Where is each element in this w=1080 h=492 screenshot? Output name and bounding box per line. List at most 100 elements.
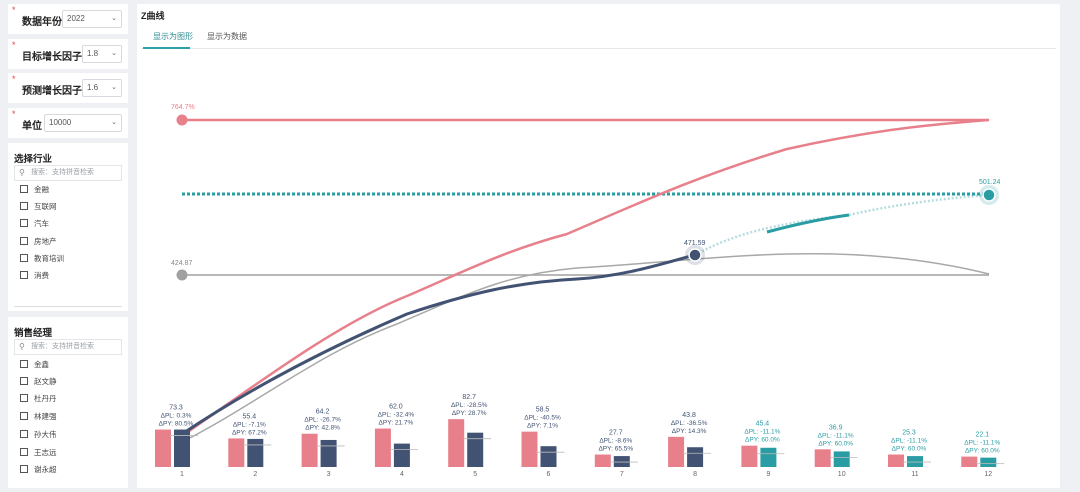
bar-value-label: 36.9 — [829, 424, 843, 431]
actual-bar — [467, 432, 484, 467]
active-tab-indicator — [143, 47, 190, 49]
unit-select[interactable]: 10000 ⌄ — [44, 114, 122, 132]
manager-option[interactable]: 杜丹丹 — [20, 393, 57, 405]
bar-dpy-label: ΔPY: 14.3% — [672, 428, 707, 435]
checkbox[interactable] — [20, 465, 28, 474]
industry-title: 选择行业 — [14, 154, 53, 165]
actual-bar — [247, 438, 264, 467]
target-bar — [521, 431, 538, 467]
bar-dpy-label: ΔPY: 42.8% — [305, 425, 340, 432]
bar-dpl-label: ΔPL: -28.5% — [451, 402, 488, 409]
checkbox[interactable] — [20, 254, 28, 263]
bar-dpl-label: ΔPL: -11.1% — [964, 440, 1000, 447]
unit-select-value: 10000 — [49, 118, 72, 127]
bar-value-label: 22.1 — [975, 432, 989, 439]
checkbox[interactable] — [20, 185, 28, 194]
forecast-bar — [833, 451, 850, 467]
industry-option[interactable]: 消费 — [20, 270, 49, 282]
checkbox[interactable] — [20, 430, 28, 439]
forecast-bar — [980, 457, 997, 467]
bar-dpl-label: ΔPL: -11.1% — [818, 432, 854, 439]
manager-panel: 销售经理 ⚲ 搜索：支持拼音检索 金鑫 赵文静 杜丹丹 林建强 孙大伟 王志远 … — [8, 317, 128, 488]
industry-option[interactable]: 金融 — [20, 184, 49, 196]
checkbox[interactable] — [20, 202, 28, 211]
target-bar — [448, 419, 465, 467]
x-tick-label: 6 — [547, 471, 551, 478]
checkbox[interactable] — [20, 360, 28, 369]
x-tick-label: 1 — [180, 471, 184, 478]
bar-value-label: 62.0 — [389, 404, 403, 411]
checkbox[interactable] — [20, 377, 28, 386]
year-select[interactable]: 2022 ⌄ — [62, 10, 122, 28]
industry-option[interactable]: 教育培训 — [20, 253, 64, 265]
chevron-down-icon: ⌄ — [111, 50, 117, 57]
manager-title: 销售经理 — [14, 328, 53, 339]
manager-option[interactable]: 赵文静 — [20, 376, 57, 388]
manager-option[interactable]: 孙大伟 — [20, 429, 57, 441]
manager-option[interactable]: 谢永超 — [20, 464, 57, 476]
x-tick-label: 11 — [911, 471, 918, 478]
bar-dpl-label: ΔPL: -36.5% — [671, 420, 708, 427]
actual-bar — [687, 447, 704, 467]
manager-search-placeholder: 搜索：支持拼音检索 — [31, 343, 94, 350]
bar-dpy-label: ΔPY: 60.0% — [745, 437, 780, 444]
checkbox[interactable] — [20, 394, 28, 403]
industry-option[interactable]: 房地产 — [20, 236, 57, 248]
x-tick-label: 2 — [253, 471, 257, 478]
bar-dpl-label: ΔPL: -8.6% — [599, 438, 632, 445]
tab-graph[interactable]: 显示为图形 — [153, 32, 193, 41]
target-reference-label: 764.7% — [171, 104, 195, 111]
bar-dpl-label: ΔPL: -26.7% — [304, 417, 341, 424]
target-cumulative-curve — [181, 118, 990, 438]
actual-endpoint-marker[interactable] — [688, 248, 702, 262]
forecast-tail-curve — [848, 193, 990, 217]
x-tick-label: 10 — [838, 471, 846, 478]
filter-forecast-growth: * 预测增长因子 1.6 ⌄ — [8, 73, 128, 103]
forecast-cumulative-curve — [766, 213, 850, 234]
base-start-marker — [176, 269, 188, 281]
filter-year: * 数据年份 2022 ⌄ — [8, 4, 128, 34]
industry-option[interactable]: 汽车 — [20, 218, 49, 230]
actual-bar — [613, 456, 630, 467]
bar-value-label: 55.4 — [242, 413, 256, 420]
actual-bar — [174, 429, 190, 467]
tab-data[interactable]: 显示为数据 — [207, 32, 247, 41]
bar-value-label: 27.7 — [609, 430, 623, 437]
manager-option[interactable]: 林建强 — [20, 411, 57, 423]
divider — [14, 306, 122, 307]
x-tick-label: 3 — [327, 471, 331, 478]
target-bar — [301, 433, 318, 467]
industry-search-input[interactable]: ⚲ 搜索：支持拼音检索 — [14, 165, 122, 181]
bar-value-label: 58.5 — [536, 407, 550, 414]
manager-option[interactable]: 王志远 — [20, 447, 57, 459]
target-bar — [741, 445, 758, 467]
bar-dpl-label: ΔPL: -40.5% — [524, 415, 561, 422]
x-tick-label: 4 — [400, 471, 404, 478]
checkbox[interactable] — [20, 271, 28, 280]
manager-option[interactable]: 金鑫 — [20, 359, 49, 371]
bar-value-label: 73.3 — [169, 405, 183, 412]
bar-value-label: 45.4 — [756, 421, 770, 428]
year-select-value: 2022 — [67, 14, 85, 23]
target-bar — [155, 429, 171, 467]
filter-unit-label: 单位 — [22, 121, 42, 132]
actual-endpoint-label: 471.59 — [684, 240, 706, 247]
target-bar — [228, 438, 245, 467]
manager-search-input[interactable]: ⚲ 搜索：支持拼音检索 — [14, 339, 122, 355]
bar-dpl-label: ΔPL: -32.4% — [378, 412, 415, 419]
tab-divider — [141, 48, 1056, 49]
checkbox[interactable] — [20, 412, 28, 421]
target-growth-select[interactable]: 1.8 ⌄ — [82, 45, 122, 63]
bar-dpy-label: ΔPY: 65.5% — [598, 446, 633, 453]
checkbox[interactable] — [20, 448, 28, 457]
checkbox[interactable] — [20, 237, 28, 246]
industry-option[interactable]: 互联网 — [20, 201, 57, 213]
forecast-growth-select[interactable]: 1.6 ⌄ — [82, 79, 122, 97]
x-tick-label: 9 — [766, 471, 770, 478]
checkbox[interactable] — [20, 219, 28, 228]
industry-panel: 选择行业 ⚲ 搜索：支持拼音检索 金融 互联网 汽车 房地产 教育培训 消费 — [8, 143, 128, 311]
forecast-endpoint-marker[interactable] — [982, 188, 996, 202]
required-mark: * — [12, 5, 16, 15]
forecast-bar — [760, 447, 777, 467]
bar-dpy-label: ΔPY: 60.0% — [818, 440, 853, 447]
